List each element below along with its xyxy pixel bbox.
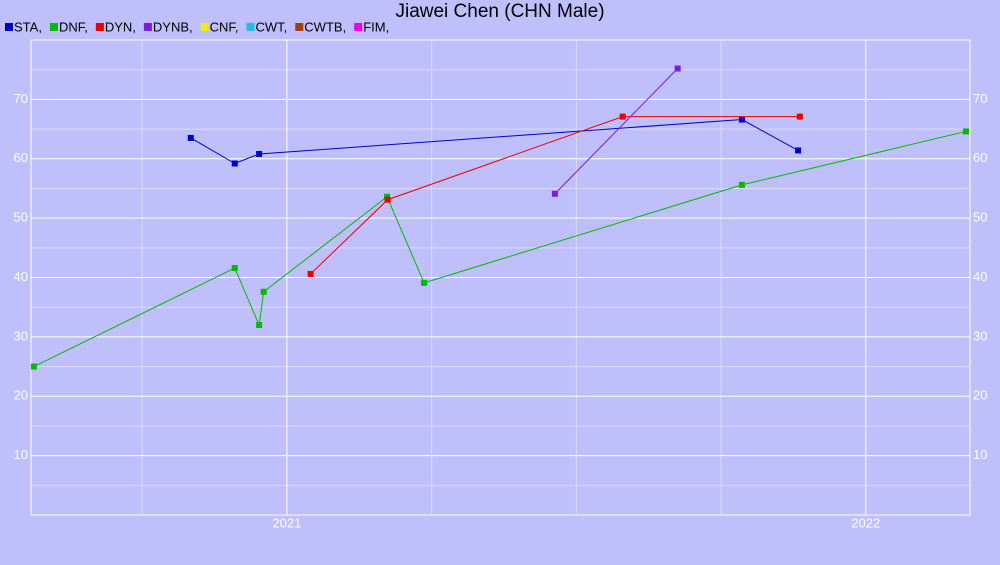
point <box>738 116 745 123</box>
legend-label: DYN, <box>105 19 136 34</box>
point <box>384 196 391 203</box>
legend-label: CWT, <box>256 19 288 34</box>
point <box>795 147 802 154</box>
point <box>796 113 803 120</box>
point <box>307 270 314 277</box>
point <box>551 190 558 197</box>
y2-tick-label: 50 <box>973 210 987 225</box>
legend-label: CWTB, <box>304 19 346 34</box>
legend-label: DNF, <box>59 19 88 34</box>
y-tick-label: 20 <box>14 388 28 403</box>
x-tick-label: 2022 <box>851 515 880 530</box>
y2-tick-label: 40 <box>973 269 987 284</box>
legend-swatch <box>143 23 152 31</box>
y2-tick-label: 60 <box>973 150 987 165</box>
y-tick-label: 60 <box>14 150 28 165</box>
chart-title: Jiawei Chen (CHN Male) <box>395 1 604 22</box>
legend-label: STA, <box>14 19 42 34</box>
legend-swatch <box>354 23 363 31</box>
point <box>421 279 428 286</box>
y2-tick-label: 30 <box>973 328 987 343</box>
y2-tick-label: 70 <box>973 91 987 106</box>
legend-label: FIM, <box>363 19 389 34</box>
legend-swatch <box>246 23 255 31</box>
legend-swatch <box>5 23 13 31</box>
legend-label: CNF, <box>210 19 239 34</box>
point <box>260 288 267 295</box>
point <box>256 151 263 157</box>
point <box>231 160 238 167</box>
series-line <box>33 130 967 368</box>
legend-swatch <box>200 23 209 31</box>
point <box>256 322 263 328</box>
legend-swatch <box>95 23 104 31</box>
y2-tick-label: 10 <box>973 447 987 462</box>
series-line <box>554 68 679 195</box>
point <box>30 363 37 370</box>
y2-tick-label: 20 <box>973 388 987 403</box>
y-tick-label: 30 <box>14 328 28 343</box>
point <box>962 128 969 135</box>
legend-label: DYNB, <box>153 19 193 34</box>
y-tick-label: 10 <box>14 447 28 462</box>
legend-swatch <box>295 23 304 31</box>
point <box>619 113 626 120</box>
legend-swatch <box>49 23 58 31</box>
y-tick-label: 70 <box>14 91 28 106</box>
series-line <box>310 116 800 275</box>
point <box>187 134 194 141</box>
point <box>674 65 681 72</box>
x-tick-label: 2021 <box>272 515 301 530</box>
point <box>231 265 238 271</box>
y-tick-label: 40 <box>14 269 28 284</box>
y-tick-label: 50 <box>14 210 28 225</box>
point <box>738 181 745 188</box>
